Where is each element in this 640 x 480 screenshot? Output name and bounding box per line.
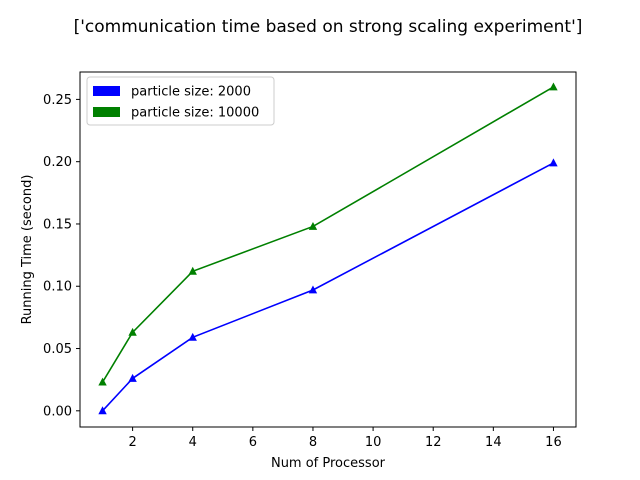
legend-label: particle size: 10000 [131, 106, 259, 121]
x-tick-label: 10 [365, 435, 382, 450]
y-axis-ticks: 0.00 0.05 0.10 0.15 0.20 0.25 [43, 93, 80, 419]
x-tick-label: 8 [309, 435, 317, 450]
x-tick-label: 4 [189, 435, 197, 450]
x-tick-label: 12 [425, 435, 442, 450]
legend-box [86, 76, 275, 126]
y-tick-label: 0.25 [43, 93, 72, 108]
data-point-marker [308, 221, 318, 230]
data-point-marker [549, 82, 558, 91]
y-tick-label: 0.20 [43, 155, 72, 170]
x-tick-label: 2 [128, 435, 136, 450]
y-tick-label: 0.05 [43, 342, 72, 357]
data-point-marker [188, 266, 197, 275]
data-point-marker [98, 377, 107, 386]
series-line-1 [101, 162, 554, 412]
legend-swatch [93, 86, 120, 96]
plot-frame [79, 71, 577, 428]
legend-label: particle size: 2000 [131, 85, 251, 100]
y-tick-label: 0.00 [43, 404, 72, 419]
data-point-marker [308, 285, 318, 294]
data-point-marker [98, 406, 107, 415]
x-axis-title: Num of Processor [271, 456, 386, 471]
legend-swatch [93, 107, 120, 117]
data-point-marker [188, 332, 197, 341]
series-layer [98, 82, 558, 415]
data-point-marker [549, 158, 558, 167]
y-axis-title: Running Time (second) [20, 175, 35, 325]
y-tick-label: 0.10 [43, 280, 72, 295]
chart-title: ['communication time based on strong sca… [73, 17, 583, 37]
y-tick-label: 0.15 [43, 217, 72, 232]
data-point-marker [128, 373, 137, 382]
series-line-2 [101, 86, 554, 383]
x-tick-label: 16 [545, 435, 562, 450]
data-point-marker [128, 327, 137, 336]
x-tick-label: 6 [249, 435, 257, 450]
x-axis-ticks: 2 4 6 8 10 12 14 16 [128, 427, 562, 450]
x-tick-label: 14 [485, 435, 502, 450]
legend: particle size: 2000 particle size: 10000 [86, 76, 275, 126]
